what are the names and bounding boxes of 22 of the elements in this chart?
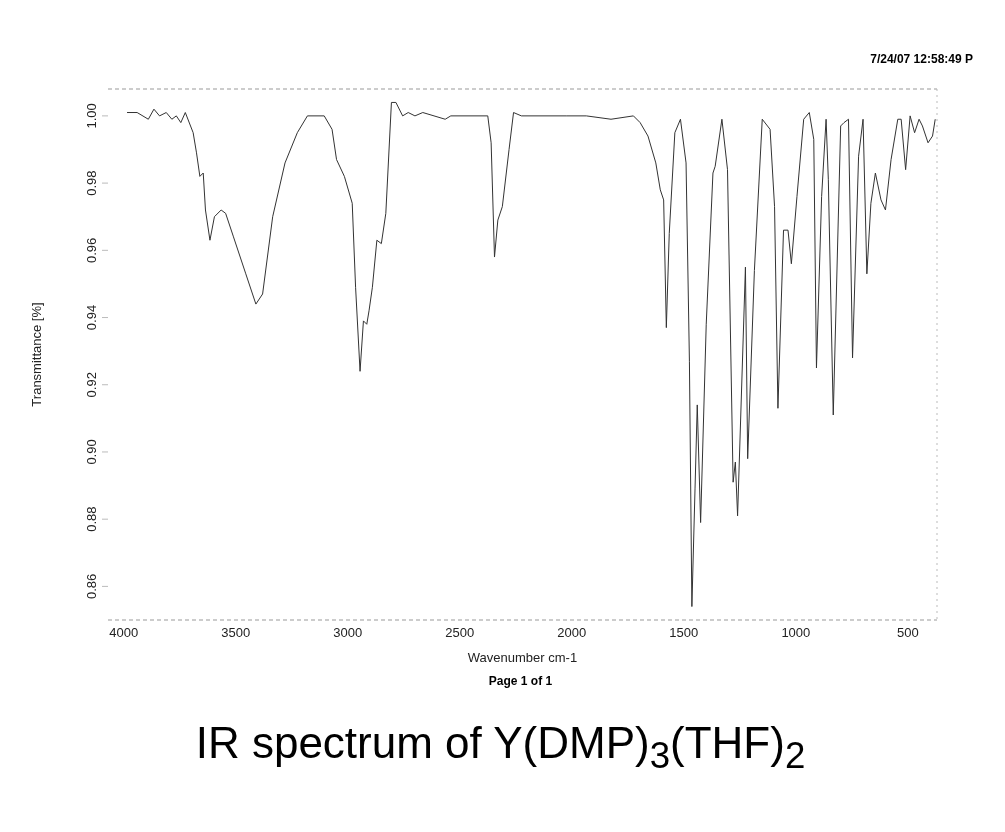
y-axis-title: Transmittance [%] — [28, 302, 44, 407]
y-tick-label: 0.90 — [84, 439, 99, 465]
text: IR spectrum of Y(DMP)$_{3}$(THF)$_{2}$ — [194, 718, 807, 777]
y-tick-label: 0.86 — [84, 573, 99, 600]
x-tick-label: 4000 — [109, 625, 139, 641]
x-tick-label: 1000 — [781, 625, 811, 641]
y-tick-label: 0.92 — [84, 372, 99, 398]
x-tick-label: 3000 — [333, 625, 363, 641]
y-tick-label: 0.88 — [84, 506, 99, 532]
y-tick-label: 0.98 — [84, 170, 99, 196]
x-tick-label: 3500 — [221, 625, 251, 641]
line-series — [126, 101, 936, 608]
x-tick-label: 2000 — [557, 625, 587, 641]
text: Page 1 of 1 — [487, 674, 554, 688]
x-tick-label: 500 — [897, 625, 919, 641]
y-tick-label: 0.94 — [84, 304, 99, 331]
y-tick-label: 1.00 — [84, 103, 99, 129]
x-tick-label: 1500 — [669, 625, 699, 641]
x-tick-label: 2500 — [445, 625, 475, 641]
y-tick-label: 0.96 — [84, 237, 99, 263]
x-axis-title: Wavenumber cm-1 — [467, 650, 578, 665]
text: 7/24/07 12:58:49 P — [870, 52, 973, 66]
